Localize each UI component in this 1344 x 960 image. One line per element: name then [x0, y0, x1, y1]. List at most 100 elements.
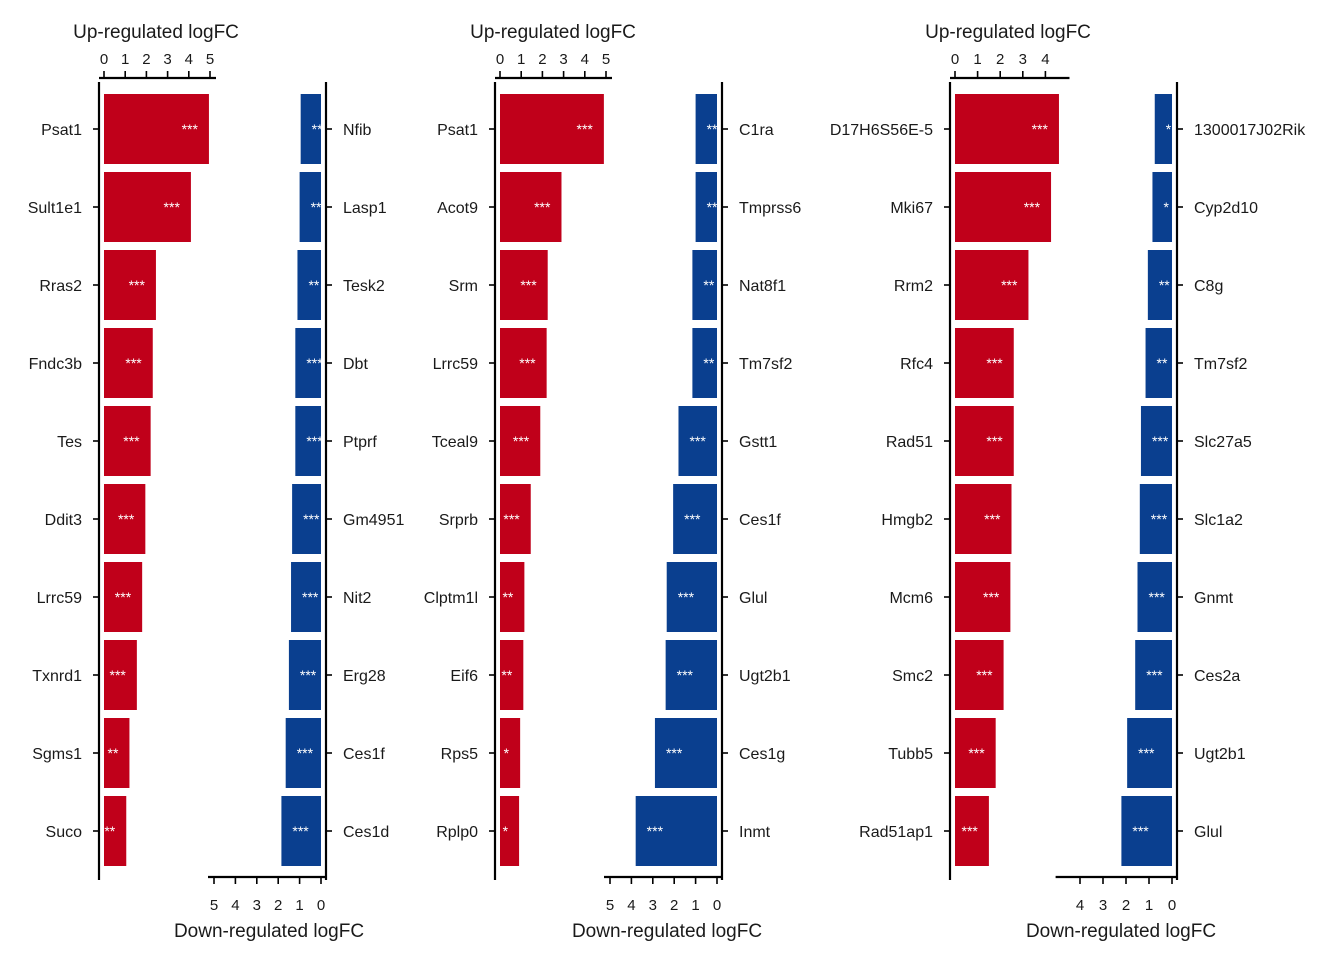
down-gene-label: Ces1d	[343, 824, 389, 841]
up-significance-label: ***	[182, 121, 199, 137]
down-bar	[1121, 796, 1172, 866]
up-gene-label: Sgms1	[32, 746, 82, 763]
down-significance-label: ***	[666, 745, 683, 761]
up-significance-label: ***	[986, 355, 1003, 371]
down-gene-label: Slc27a5	[1194, 434, 1252, 451]
up-bar	[104, 250, 156, 320]
up-significance-label: ***	[513, 433, 530, 449]
up-gene-label: Ddit3	[45, 512, 82, 529]
up-gene-label: Hmgb2	[881, 512, 933, 529]
up-significance-label: *	[503, 823, 509, 839]
up-significance-label: *	[504, 745, 510, 761]
down-bar	[666, 562, 717, 632]
down-tick-label: 3	[1099, 897, 1107, 914]
up-bar	[104, 94, 209, 164]
down-significance-label: ***	[684, 511, 701, 527]
down-bar	[1152, 172, 1172, 242]
up-bar	[955, 406, 1014, 476]
down-significance-label: ***	[1146, 667, 1163, 683]
down-significance-label: **	[1157, 355, 1168, 371]
down-gene-label: C1ra	[739, 122, 774, 139]
down-tick-label: 3	[649, 897, 657, 914]
up-bar	[104, 796, 127, 866]
up-axis-title: Up-regulated logFC	[470, 22, 636, 43]
up-gene-label: Lrrc59	[37, 590, 82, 607]
down-significance-label: ***	[689, 433, 706, 449]
down-tick-label: 1	[1145, 897, 1153, 914]
up-significance-label: ***	[976, 667, 993, 683]
up-significance-label: ***	[983, 589, 1000, 605]
down-significance-label: ***	[300, 667, 317, 683]
down-tick-label: 4	[231, 897, 239, 914]
up-bar	[955, 94, 1059, 164]
up-bar	[500, 484, 531, 554]
up-bar	[500, 94, 604, 164]
up-bar	[104, 484, 146, 554]
up-bar	[104, 562, 143, 632]
down-bar	[1135, 640, 1172, 710]
down-axis-title: Down-regulated logFC	[572, 921, 762, 942]
down-significance-label: ***	[678, 589, 695, 605]
up-gene-label: Rplp0	[436, 824, 478, 841]
up-tick-label: 5	[206, 51, 214, 68]
up-gene-label: Suco	[46, 824, 83, 841]
down-tick-label: 2	[670, 897, 678, 914]
down-gene-label: Glul	[739, 590, 767, 607]
down-gene-label: Lasp1	[343, 200, 387, 217]
up-tick-label: 1	[973, 51, 981, 68]
down-gene-label: Ces1f	[343, 746, 385, 763]
down-significance-label: *	[1163, 199, 1169, 215]
down-bar	[295, 406, 321, 476]
up-bar	[104, 640, 137, 710]
down-significance-label: ***	[297, 745, 314, 761]
down-gene-label: Dbt	[343, 356, 368, 373]
up-significance-label: **	[502, 589, 513, 605]
down-tick-label: 4	[627, 897, 635, 914]
down-gene-label: Ces2a	[1194, 668, 1240, 685]
down-tick-label: 0	[317, 897, 325, 914]
up-significance-label: ***	[123, 433, 140, 449]
down-gene-label: Tm7sf2	[1194, 356, 1247, 373]
down-tick-label: 2	[1122, 897, 1130, 914]
down-significance-label: ***	[306, 433, 323, 449]
up-bar	[104, 718, 130, 788]
up-bar	[104, 328, 153, 398]
up-tick-label: 2	[996, 51, 1004, 68]
down-gene-label: Erg28	[343, 668, 386, 685]
down-gene-label: Nit2	[343, 590, 372, 607]
up-significance-label: ***	[1032, 121, 1049, 137]
up-significance-label: ***	[110, 667, 127, 683]
up-significance-label: ***	[164, 199, 181, 215]
up-bar	[500, 172, 562, 242]
up-gene-label: Lrrc59	[433, 356, 478, 373]
up-significance-label: ***	[1024, 199, 1041, 215]
down-tick-label: 4	[1076, 897, 1084, 914]
up-significance-label: ***	[534, 199, 551, 215]
down-bar	[673, 484, 717, 554]
up-tick-label: 4	[581, 51, 589, 68]
up-gene-label: Psat1	[437, 122, 478, 139]
up-significance-label: ***	[519, 355, 536, 371]
down-bar	[1140, 406, 1172, 476]
down-gene-label: Ptprf	[343, 434, 377, 451]
up-tick-label: 0	[496, 51, 504, 68]
up-tick-label: 5	[602, 51, 610, 68]
up-tick-label: 1	[517, 51, 525, 68]
up-significance-label: **	[501, 667, 512, 683]
down-significance-label: ***	[303, 511, 320, 527]
down-bar	[1127, 718, 1172, 788]
down-significance-label: *	[1166, 121, 1172, 137]
down-bar	[1139, 484, 1172, 554]
up-gene-label: Sult1e1	[28, 200, 82, 217]
up-bar	[955, 718, 996, 788]
down-tick-label: 0	[713, 897, 721, 914]
down-bar	[295, 328, 321, 398]
down-bar	[1154, 94, 1172, 164]
up-axis-title: Up-regulated logFC	[73, 22, 239, 43]
down-bar	[300, 94, 321, 164]
down-bar	[665, 640, 717, 710]
down-gene-label: C8g	[1194, 278, 1223, 295]
down-significance-label: ***	[1132, 823, 1149, 839]
